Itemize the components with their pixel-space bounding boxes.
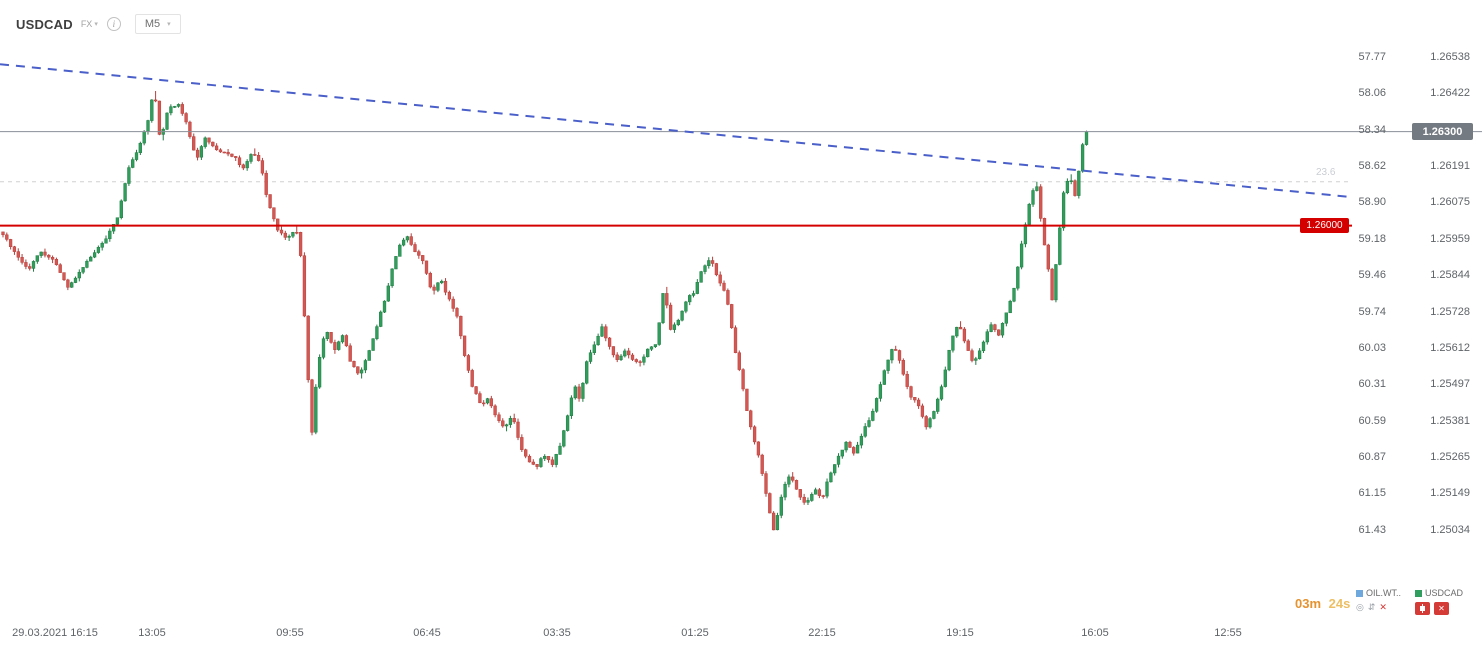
instrument-toolbar: USDCAD FX ▾ i M5 ▾ [16,12,181,36]
oil-axis-label: 57.77 [1358,51,1386,63]
chevron-down-icon: ▾ [94,21,98,28]
oil-axis-label: 59.74 [1358,305,1386,318]
oil-axis-label: 60.87 [1358,450,1386,463]
price-axis-label: 1.25612 [1430,341,1470,354]
oil-axis-label: 61.43 [1358,523,1386,536]
support-price-badge[interactable]: 1.26000 [1300,218,1349,234]
time-axis-label: 06:45 [413,627,441,639]
close-chart-icon[interactable]: ✕ [1434,602,1450,615]
oil-axis-label: 58.34 [1358,123,1386,136]
chart-type-icon[interactable] [1415,602,1431,615]
oil-axis-label: 59.18 [1358,232,1386,245]
oil-axis-label: 61.15 [1358,487,1386,500]
price-axis-label: 1.26538 [1430,51,1470,63]
time-axis-label: 12:55 [1214,627,1242,639]
usdcad-series-name[interactable]: USDCAD [1425,588,1464,598]
legend-usdcad: USDCAD ✕ [1415,588,1463,615]
price-axis-label: 1.25844 [1430,269,1470,282]
legend-oil: OIL.WT.. ◎ ⇵ ✕ [1356,588,1401,615]
oil-axis-label: 58.62 [1358,160,1386,173]
oil-axis-label: 58.06 [1358,87,1386,100]
oil-series-swatch [1356,589,1363,597]
price-axis-label: 1.25959 [1430,232,1470,245]
scale-icon[interactable]: ⇵ [1367,602,1376,612]
candle-countdown: 03m 24s [1295,596,1350,611]
price-axis-label: 1.25381 [1430,414,1470,427]
oil-axis-label: 59.46 [1358,269,1386,282]
remove-oil-icon[interactable]: ✕ [1379,602,1387,612]
time-axis-label: 16:05 [1081,627,1109,639]
time-axis-label: 03:35 [543,627,571,639]
price-axis-label: 1.26075 [1430,196,1470,209]
chevron-down-icon: ▾ [167,21,171,28]
oil-axis-label: 58.90 [1358,196,1386,209]
oil-axis-label: 60.03 [1358,341,1386,354]
price-axis-label: 1.25497 [1430,378,1470,391]
oil-axis-label: 60.31 [1358,378,1386,391]
countdown-minutes: 03m [1295,596,1322,611]
timeframe-button[interactable]: M5 ▾ [134,14,181,34]
time-axis-label: 09:55 [276,627,304,639]
price-axis-label: 1.26422 [1430,87,1470,100]
visibility-icon[interactable]: ◎ [1356,602,1364,612]
price-axis-label: 1.25265 [1430,450,1470,463]
price-axis-label: 1.26191 [1430,160,1470,173]
time-axis-label: 22:15 [808,627,836,639]
price-axis-label: 1.25728 [1430,305,1470,318]
candle-series [1,91,1089,531]
time-axis-label: 01:25 [681,627,709,639]
candlestick-icon [1420,604,1426,613]
trendline[interactable] [0,63,1353,199]
time-axis-label: 13:05 [138,627,166,639]
chart-legend: OIL.WT.. ◎ ⇵ ✕ USDCAD ✕ [1356,588,1463,615]
time-axis-label: 29.03.2021 16:15 [12,627,98,639]
price-axis-label: 1.25034 [1430,523,1470,536]
current-price-badge: 1.26300 [1412,123,1473,141]
info-icon[interactable]: i [106,17,121,31]
fib-level-label: 23.6 [1316,166,1336,178]
price-axis-label: 1.25149 [1430,487,1470,500]
usdcad-series-swatch [1415,589,1423,597]
timeframe-label: M5 [144,18,161,30]
oil-series-name[interactable]: OIL.WT.. [1366,588,1402,598]
oil-axis-label: 60.59 [1358,414,1386,427]
market-label: FX [80,19,93,29]
time-axis-label: 19:15 [946,627,974,639]
instrument-symbol[interactable]: USDCAD [16,16,73,32]
countdown-seconds: 24s [1328,596,1351,611]
